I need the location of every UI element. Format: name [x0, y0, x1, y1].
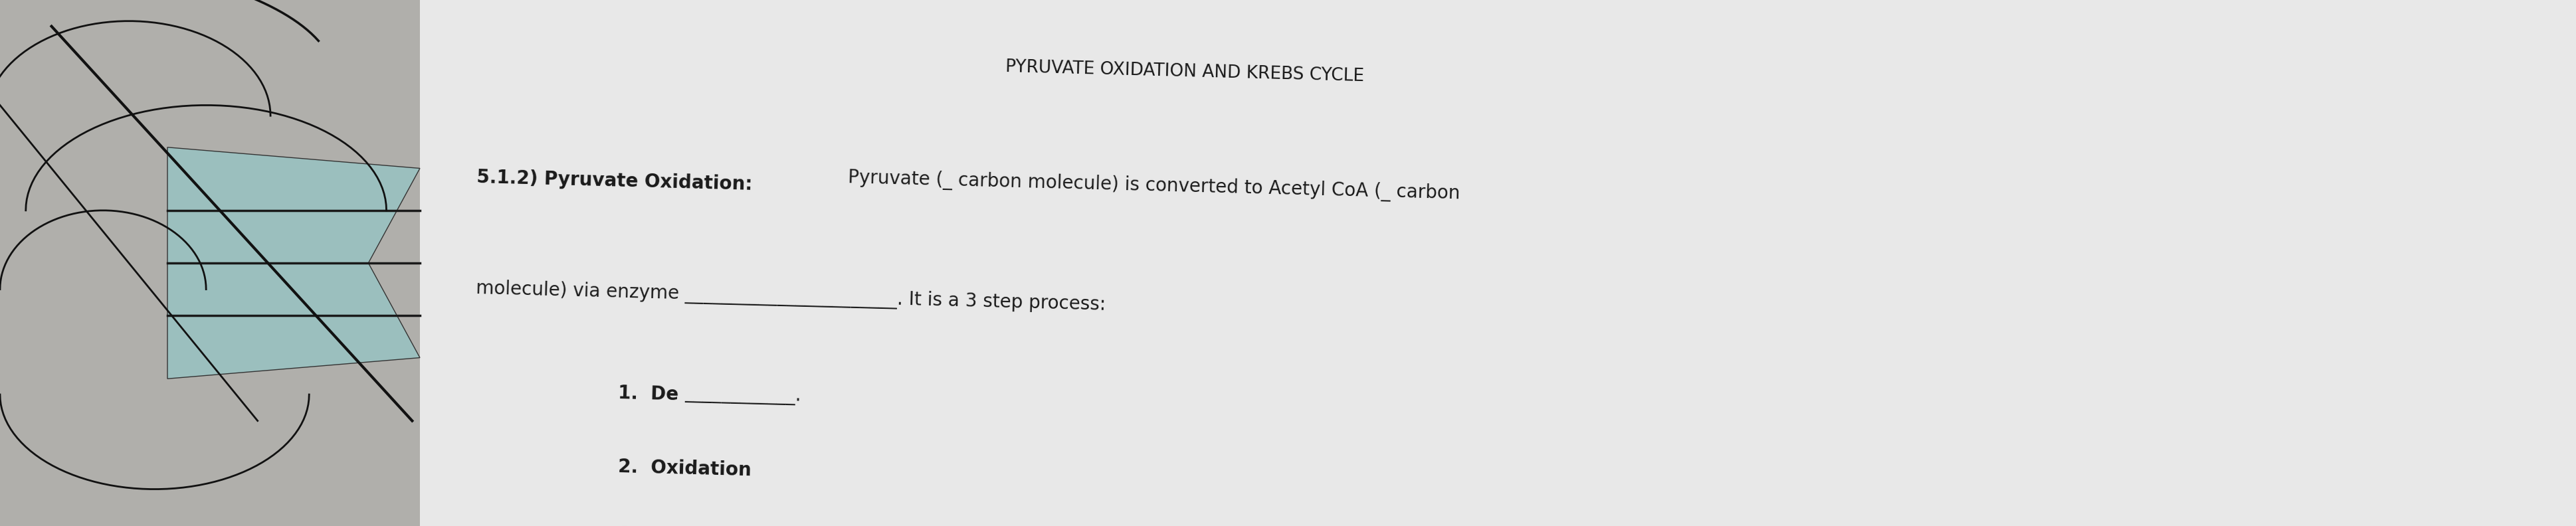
Bar	[420, 0, 2576, 526]
Text: 5.1.2) Pyruvate Oxidation:: 5.1.2) Pyruvate Oxidation:	[477, 168, 752, 194]
Text: 2.  Oxidation: 2. Oxidation	[618, 458, 752, 480]
Polygon shape	[167, 147, 420, 379]
Text: Pyruvate (_ carbon molecule) is converted to Acetyl CoA (_ carbon: Pyruvate (_ carbon molecule) is converte…	[842, 168, 1461, 204]
Text: PYRUVATE OXIDATION AND KREBS CYCLE: PYRUVATE OXIDATION AND KREBS CYCLE	[1005, 58, 1365, 85]
Text: 1.  De: 1. De	[618, 384, 677, 404]
Text: ____________.: ____________.	[685, 384, 801, 406]
Bar	[0, 0, 420, 526]
Text: molecule) via enzyme _______________________. It is a 3 step process:: molecule) via enzyme ___________________…	[477, 279, 1105, 315]
